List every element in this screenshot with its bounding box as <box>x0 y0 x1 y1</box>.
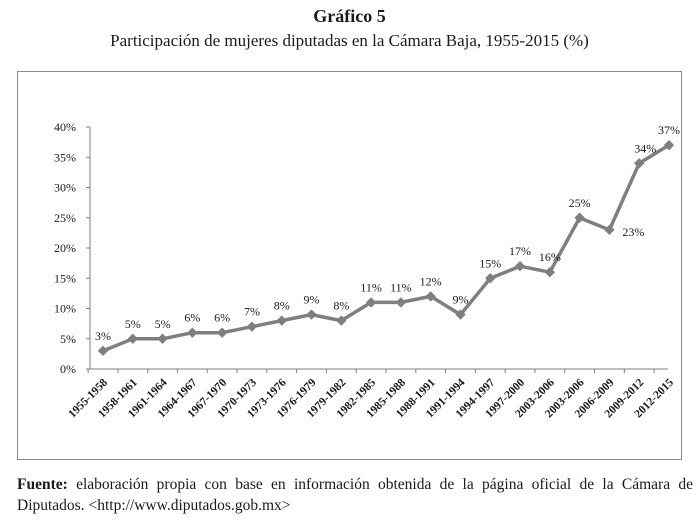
data-label: 15% <box>479 256 501 270</box>
data-label: 12% <box>420 274 442 288</box>
data-point-marker <box>246 321 258 332</box>
data-point-marker <box>634 158 645 169</box>
data-label: 34% <box>634 141 656 155</box>
data-point-marker <box>544 267 556 278</box>
figure-title: Gráfico 5 <box>313 6 386 26</box>
data-label: 23% <box>622 225 644 239</box>
data-point-marker <box>485 273 496 284</box>
data-point-marker <box>604 224 615 236</box>
data-point-marker <box>514 260 526 272</box>
y-tick-label: 25% <box>54 211 76 225</box>
data-label: 5% <box>155 317 171 331</box>
y-tick-label: 15% <box>54 271 76 285</box>
y-tick-label: 5% <box>60 332 76 346</box>
chart-frame: 0% 5% 10% 15% 20% 25% 30% 35% 40% 1955-1958 1958-1… <box>17 71 682 460</box>
data-point-marker <box>97 345 109 357</box>
data-point-marker <box>157 333 168 344</box>
y-tick-label: 10% <box>54 302 76 316</box>
data-label: 6% <box>214 311 230 325</box>
y-tick-label: 20% <box>54 241 76 255</box>
data-point-marker <box>127 333 138 344</box>
data-label: 8% <box>333 299 349 313</box>
data-point-marker <box>663 139 675 151</box>
source-note: Fuente: elaboración propia con base en i… <box>17 474 693 516</box>
data-label: 37% <box>658 123 680 137</box>
figure-subtitle: Participación de mujeres diputadas en la… <box>110 31 589 50</box>
source-label: Fuente: <box>17 476 68 493</box>
data-label: 11% <box>390 280 412 294</box>
data-point-marker <box>455 309 466 320</box>
y-tick-label: 0% <box>60 362 76 376</box>
data-point-marker <box>336 315 347 326</box>
data-point-marker <box>395 297 407 308</box>
data-label: 11% <box>360 280 382 294</box>
data-point-marker <box>574 212 585 223</box>
data-point-marker <box>276 315 287 326</box>
data-label: 17% <box>509 244 531 258</box>
data-label: 8% <box>274 299 290 313</box>
data-label: 6% <box>184 311 200 325</box>
y-tick-label: 35% <box>54 150 76 164</box>
line-chart: 0%5%10%15%20%25%30%35%40%1955-19581958-1… <box>54 120 680 420</box>
data-label: 5% <box>125 317 141 331</box>
data-point-marker <box>216 327 228 338</box>
data-label: 9% <box>304 293 320 307</box>
data-label: 25% <box>569 196 591 210</box>
data-label: 9% <box>452 293 468 307</box>
y-tick-label: 30% <box>54 181 76 195</box>
data-point-marker <box>365 297 377 308</box>
source-text: elaboración propia con base en informaci… <box>17 476 693 514</box>
data-label: 3% <box>95 329 111 343</box>
data-label: 16% <box>539 250 561 264</box>
data-point-marker <box>306 309 317 320</box>
y-tick-label: 40% <box>54 120 76 134</box>
data-point-marker <box>187 327 198 338</box>
data-label: 7% <box>244 305 260 319</box>
data-point-marker <box>425 291 436 302</box>
